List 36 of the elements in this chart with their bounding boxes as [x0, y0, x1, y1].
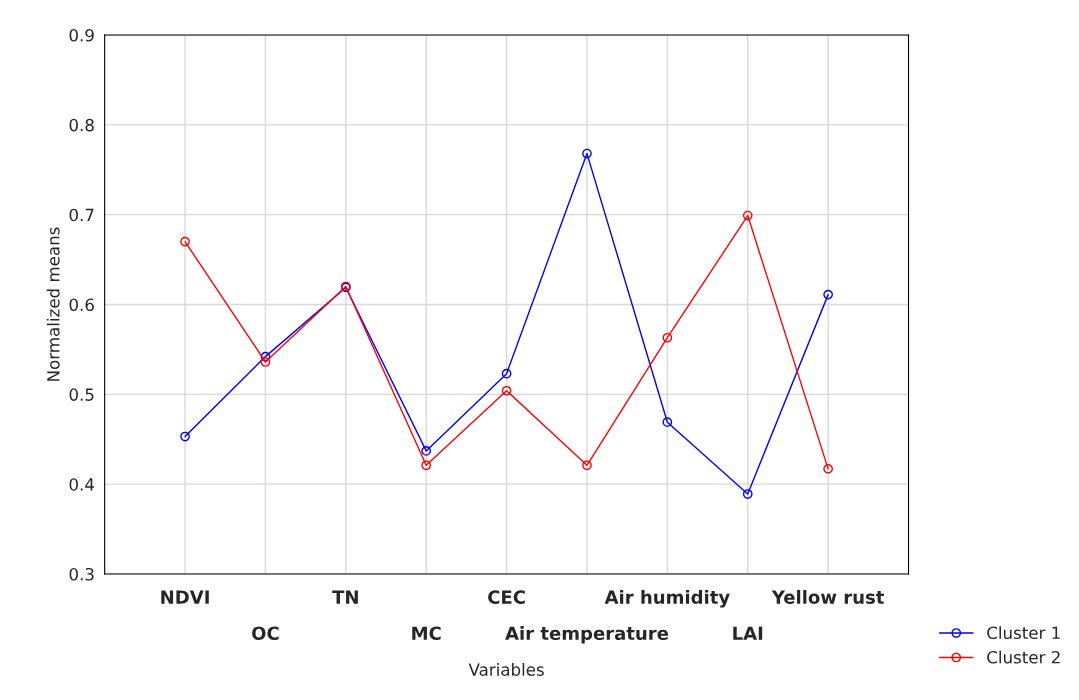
- point: [260, 357, 271, 367]
- point: [662, 417, 673, 428]
- y-tick-label: 0.4: [69, 478, 95, 491]
- point: [501, 385, 512, 396]
- point: [260, 351, 271, 362]
- x-axis-title: Variables: [468, 663, 544, 676]
- x-tick-label: MC: [412, 626, 441, 641]
- x-tick-label: Air temperature: [505, 626, 669, 644]
- x-tick-label: OC: [252, 626, 279, 641]
- legend-label: Cluster 1: [987, 626, 1060, 640]
- y-tick-label: 0.8: [69, 118, 94, 132]
- point: [662, 332, 673, 343]
- x-tick-label: Air humidity: [604, 589, 730, 608]
- point: [582, 460, 592, 471]
- point: [421, 460, 432, 471]
- point: [742, 210, 753, 221]
- y-tick-label: 0.3: [69, 567, 94, 581]
- x-tick-label: CEC: [488, 590, 525, 604]
- point: [180, 431, 190, 442]
- point: [180, 236, 190, 247]
- y-axis-title: Normalized means: [46, 227, 60, 381]
- point: [582, 148, 592, 159]
- y-tick-label: 0.7: [69, 208, 94, 222]
- point: [501, 368, 512, 379]
- point: [823, 464, 833, 474]
- x-tick-label: NDVI: [161, 590, 209, 604]
- point: [823, 289, 833, 300]
- point: [421, 446, 432, 456]
- point: [742, 489, 753, 499]
- y-tick-label: 0.9: [69, 28, 94, 42]
- x-tick-label: TN: [332, 590, 358, 604]
- x-tick-label: LAI: [733, 626, 763, 640]
- y-tick-label: 0.6: [69, 298, 94, 312]
- y-tick-label: 0.5: [69, 388, 94, 401]
- legend-label: Cluster 2: [987, 650, 1060, 664]
- x-tick-label: Yellow rust: [771, 589, 884, 604]
